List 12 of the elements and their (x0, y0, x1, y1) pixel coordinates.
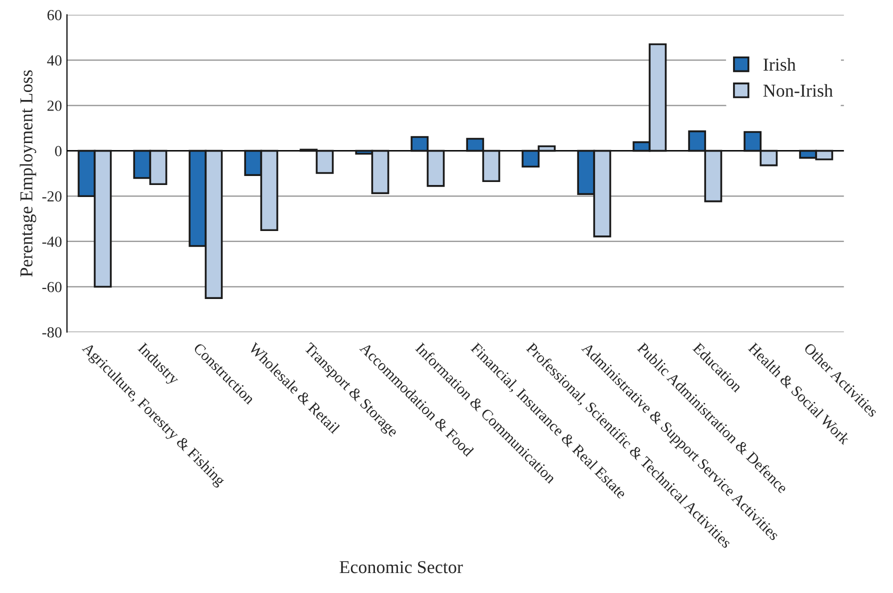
y-axis-title: Perentage Employment Loss (20, 70, 36, 277)
y-tick-label: -60 (42, 282, 62, 292)
y-tick-label: 20 (48, 100, 62, 111)
y-tick-label: -80 (42, 327, 62, 338)
legend-label: Irish (764, 58, 796, 71)
y-tick-label: 40 (47, 55, 62, 66)
y-tick-label: 0 (55, 146, 62, 156)
y-tick-label: 60 (47, 10, 62, 20)
y-tick-label: -40 (42, 236, 62, 247)
y-tick-label: -20 (42, 191, 62, 202)
x-axis-title: Economic Sector (340, 561, 463, 574)
legend-label: Non-Irish (763, 84, 833, 97)
